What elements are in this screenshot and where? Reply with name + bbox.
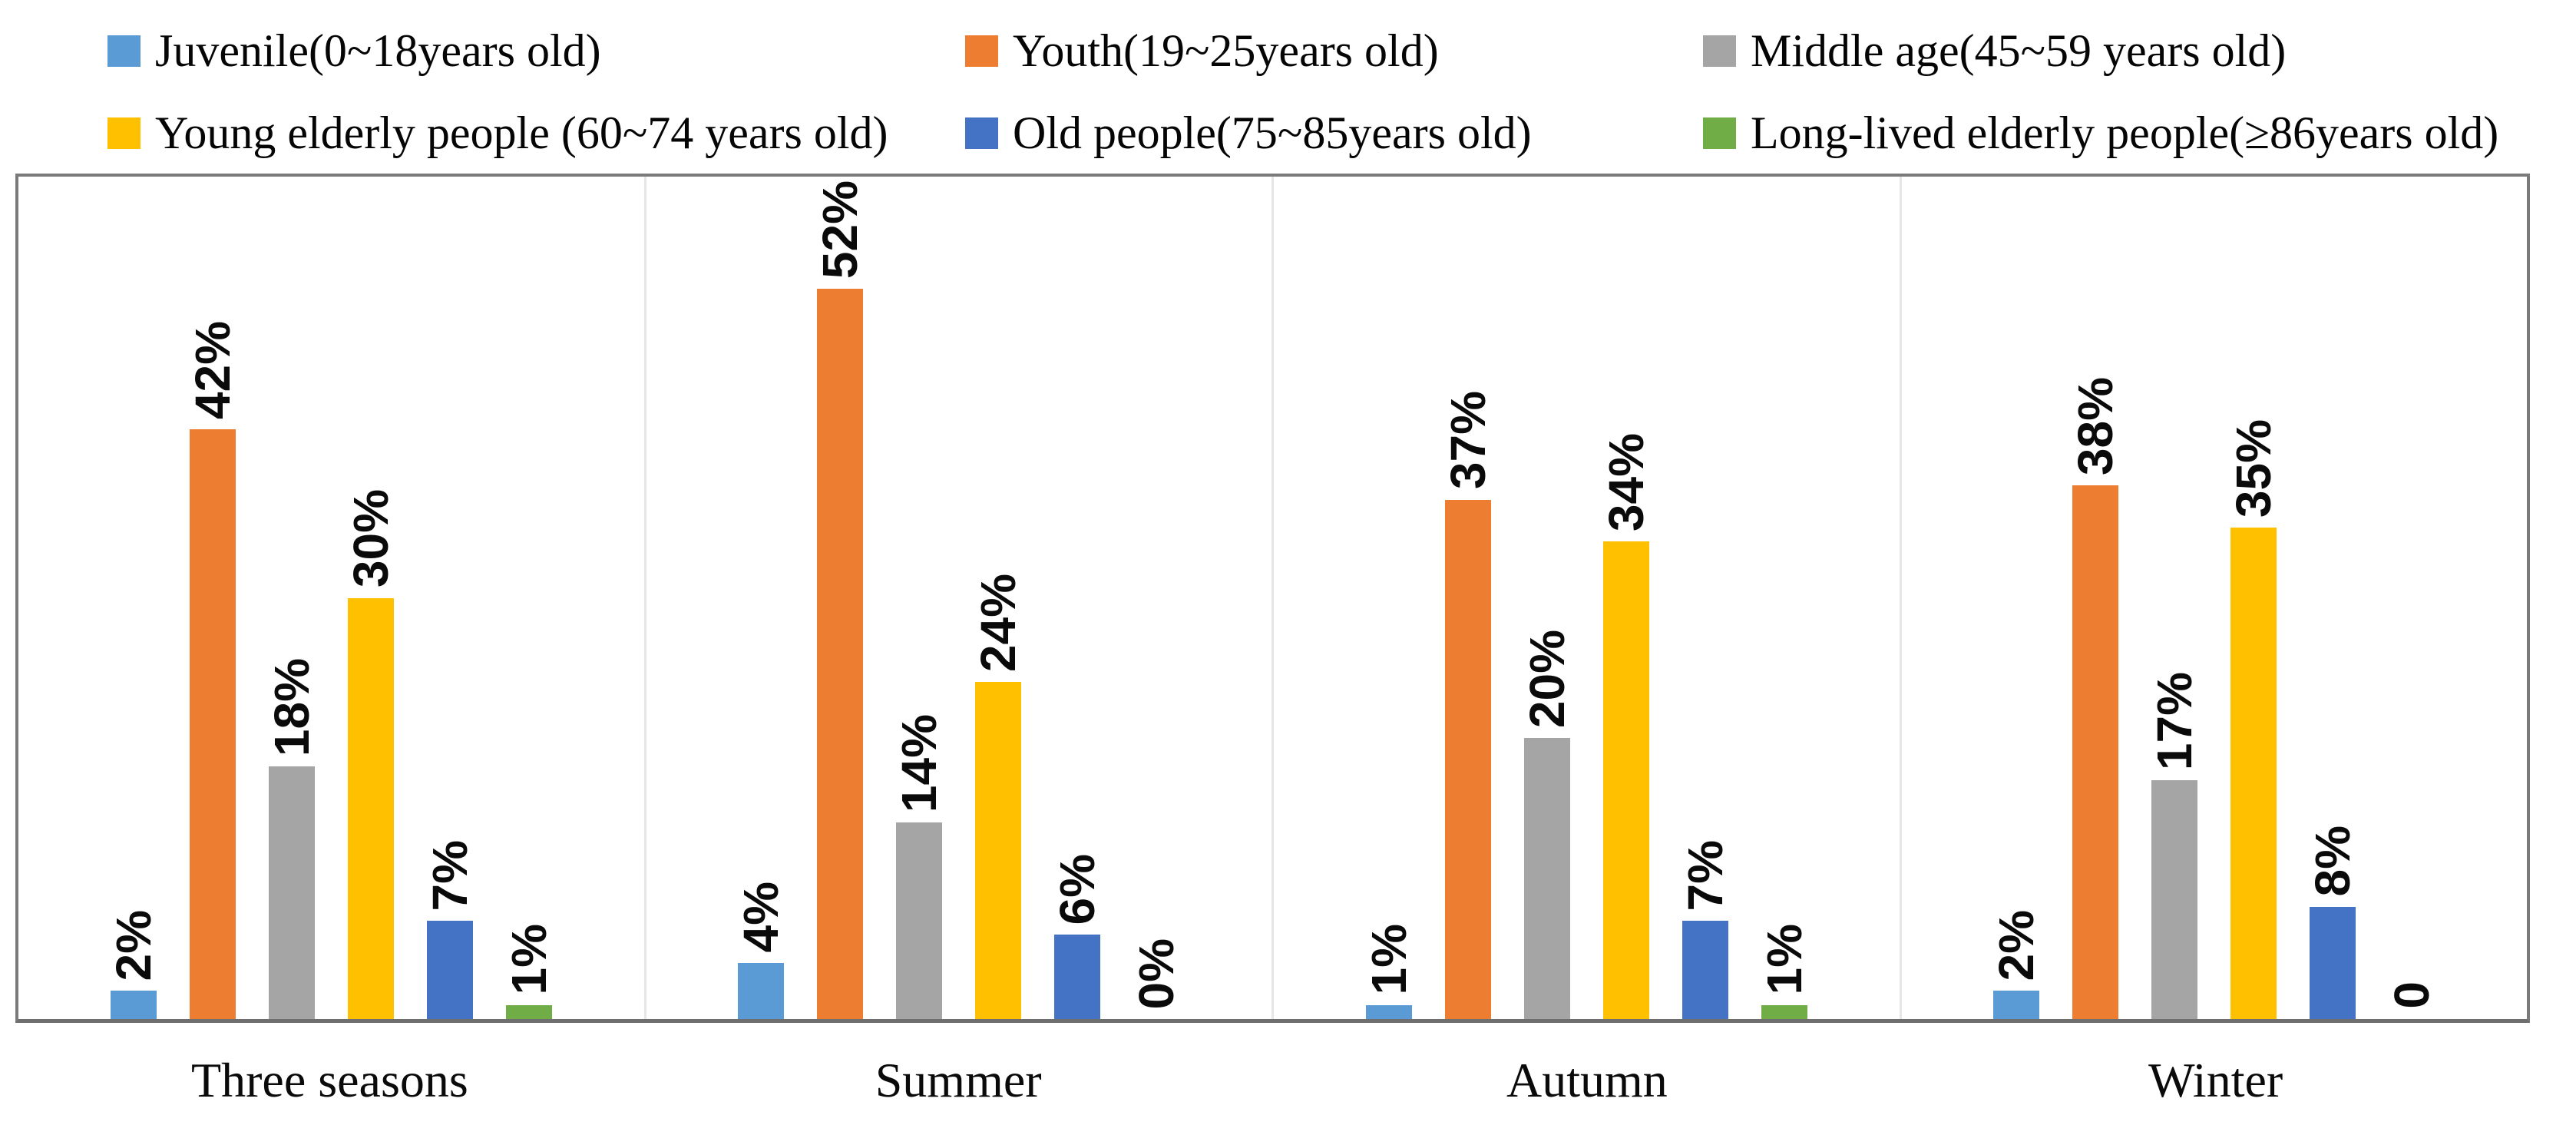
data-label: 30% [342,489,398,588]
bar-juvenile-0-18years-old-winter [1993,991,2040,1019]
data-label: 42% [184,321,240,420]
bar-middle-age-45-59-years-old-three-seasons [268,766,315,1019]
bar-middle-age-45-59-years-old-winter [2151,780,2198,1019]
legend-swatch-icon [107,35,141,67]
bar-young-elderly-people-60-74-years-old-autumn [1602,541,1649,1019]
legend-label: Youth(19~25years old) [1013,25,1439,76]
data-label: 2% [1989,909,2045,981]
category-group-winter: 2% 38% 17% 35% 8% 0 [1902,177,2528,1019]
plot-area: 2% 42% 18% 30% 7% 1% 4% 52% 14% 24% 6% 0% 1% 37% 20% 34… [15,174,2530,1023]
data-label: 7% [1677,839,1733,912]
legend-item-long-lived-elderly-people-86years-old: Long-lived elderly people(≥86years old) [1703,110,2498,156]
bar-youth-19-25years-old-summer [817,289,864,1019]
category-label-three-seasons: Three seasons [191,1053,468,1107]
bar-col-middle-age-45-59-years-old-three-seasons: 18% [263,177,319,1019]
category-axis: Three seasons Summer Autumn Winter [15,1038,2530,1123]
bar-col-young-elderly-people-60-74-years-old-summer: 24% [971,177,1027,1019]
legend-swatch-icon [1703,117,1736,149]
bar-juvenile-0-18years-old-autumn [1365,1004,1412,1019]
category-group-autumn: 1% 37% 20% 34% 7% 1% [1274,177,1902,1019]
bar-col-young-elderly-people-60-74-years-old-three-seasons: 30% [342,177,398,1019]
legend-label: Old people(75~85years old) [1013,108,1532,158]
data-label: 35% [2226,419,2282,518]
bar-youth-19-25years-old-three-seasons [189,429,236,1019]
category-label-winter: Winter [2148,1053,2283,1107]
category-group-summer: 4% 52% 14% 24% 6% 0% [646,177,1274,1019]
bar-col-long-lived-elderly-people-86years-old-autumn: 1% [1756,177,1812,1019]
bar-col-juvenile-0-18years-old-summer: 4% [733,177,789,1019]
bar-col-middle-age-45-59-years-old-autumn: 20% [1519,177,1575,1019]
bar-youth-19-25years-old-autumn [1444,499,1491,1019]
legend-label: Long-lived elderly people(≥86years old) [1751,108,2499,158]
bar-long-lived-elderly-people-86years-old-autumn [1761,1004,1807,1019]
bar-col-old-people-75-85years-old-autumn: 7% [1677,177,1733,1019]
data-label: 6% [1050,853,1106,925]
category-group-three-seasons: 2% 42% 18% 30% 7% 1% [18,177,646,1019]
bar-col-young-elderly-people-60-74-years-old-winter: 35% [2226,177,2282,1019]
data-label: 24% [971,574,1027,673]
data-label: 18% [263,657,319,756]
data-label: 17% [2147,672,2203,771]
bar-young-elderly-people-60-74-years-old-winter [2230,528,2277,1019]
bar-col-youth-19-25years-old-summer: 52% [812,177,868,1019]
legend-swatch-icon [965,35,998,67]
data-label: 2% [105,909,161,981]
legend-item-middle-age-45-59-years-old: Middle age(45~59 years old) [1703,28,2286,74]
bar-middle-age-45-59-years-old-autumn [1523,738,1570,1019]
data-label: 7% [422,839,478,912]
data-label: 1% [501,924,557,995]
bar-col-juvenile-0-18years-old-three-seasons: 2% [105,177,161,1019]
bar-col-youth-19-25years-old-three-seasons: 42% [184,177,240,1019]
legend-item-youth-19-25years-old: Youth(19~25years old) [965,28,1439,74]
bar-col-juvenile-0-18years-old-winter: 2% [1989,177,2045,1019]
bar-col-middle-age-45-59-years-old-winter: 17% [2147,177,2203,1019]
data-label: 0 [2384,981,2440,1009]
data-label: 14% [891,713,947,813]
data-label: 52% [812,180,868,280]
data-label: 38% [2068,377,2124,476]
bar-col-youth-19-25years-old-autumn: 37% [1440,177,1496,1019]
bar-col-juvenile-0-18years-old-autumn: 1% [1361,177,1417,1019]
legend-label: Juvenile(0~18years old) [155,25,601,76]
bar-old-people-75-85years-old-autumn [1682,921,1728,1019]
bar-middle-age-45-59-years-old-summer [896,822,943,1019]
legend-swatch-icon [965,117,998,149]
bar-col-long-lived-elderly-people-86years-old-winter: 0 [2384,177,2440,1019]
bar-old-people-75-85years-old-winter [2310,906,2356,1019]
legend-swatch-icon [1703,35,1736,67]
bar-long-lived-elderly-people-86years-old-three-seasons [505,1004,552,1019]
bar-col-old-people-75-85years-old-winter: 8% [2305,177,2361,1019]
bar-col-youth-19-25years-old-winter: 38% [2068,177,2124,1019]
data-label: 8% [2305,826,2361,897]
legend-swatch-icon [107,117,141,149]
bar-col-long-lived-elderly-people-86years-old-three-seasons: 1% [501,177,557,1019]
legend-item-old-people-75-85years-old: Old people(75~85years old) [965,110,1532,156]
bar-juvenile-0-18years-old-summer [738,962,785,1019]
bar-young-elderly-people-60-74-years-old-summer [975,682,1022,1019]
data-label: 1% [1361,924,1417,995]
data-label: 1% [1756,924,1812,995]
legend-label: Middle age(45~59 years old) [1751,25,2287,76]
data-label: 4% [733,882,789,953]
data-label: 37% [1440,391,1496,490]
bar-col-long-lived-elderly-people-86years-old-summer: 0% [1129,177,1185,1019]
bar-old-people-75-85years-old-three-seasons [426,921,473,1019]
bar-young-elderly-people-60-74-years-old-three-seasons [347,597,394,1019]
bar-juvenile-0-18years-old-three-seasons [110,991,157,1019]
bar-col-old-people-75-85years-old-three-seasons: 7% [422,177,478,1019]
legend-item-young-elderly-people-60-74-years-old: Young elderly people (60~74 years old) [107,110,888,156]
bar-col-old-people-75-85years-old-summer: 6% [1050,177,1106,1019]
legend-item-juvenile-0-18years-old: Juvenile(0~18years old) [107,28,601,74]
category-label-summer: Summer [875,1053,1042,1107]
bar-youth-19-25years-old-winter [2072,485,2119,1019]
bar-col-young-elderly-people-60-74-years-old-autumn: 34% [1598,177,1654,1019]
bar-col-middle-age-45-59-years-old-summer: 14% [891,177,947,1019]
category-label-autumn: Autumn [1506,1053,1668,1107]
bar-old-people-75-85years-old-summer [1054,935,1101,1019]
data-label: 20% [1519,630,1575,729]
data-label: 34% [1598,433,1654,532]
data-label: 0% [1129,938,1185,1010]
legend-label: Young elderly people (60~74 years old) [155,108,888,158]
